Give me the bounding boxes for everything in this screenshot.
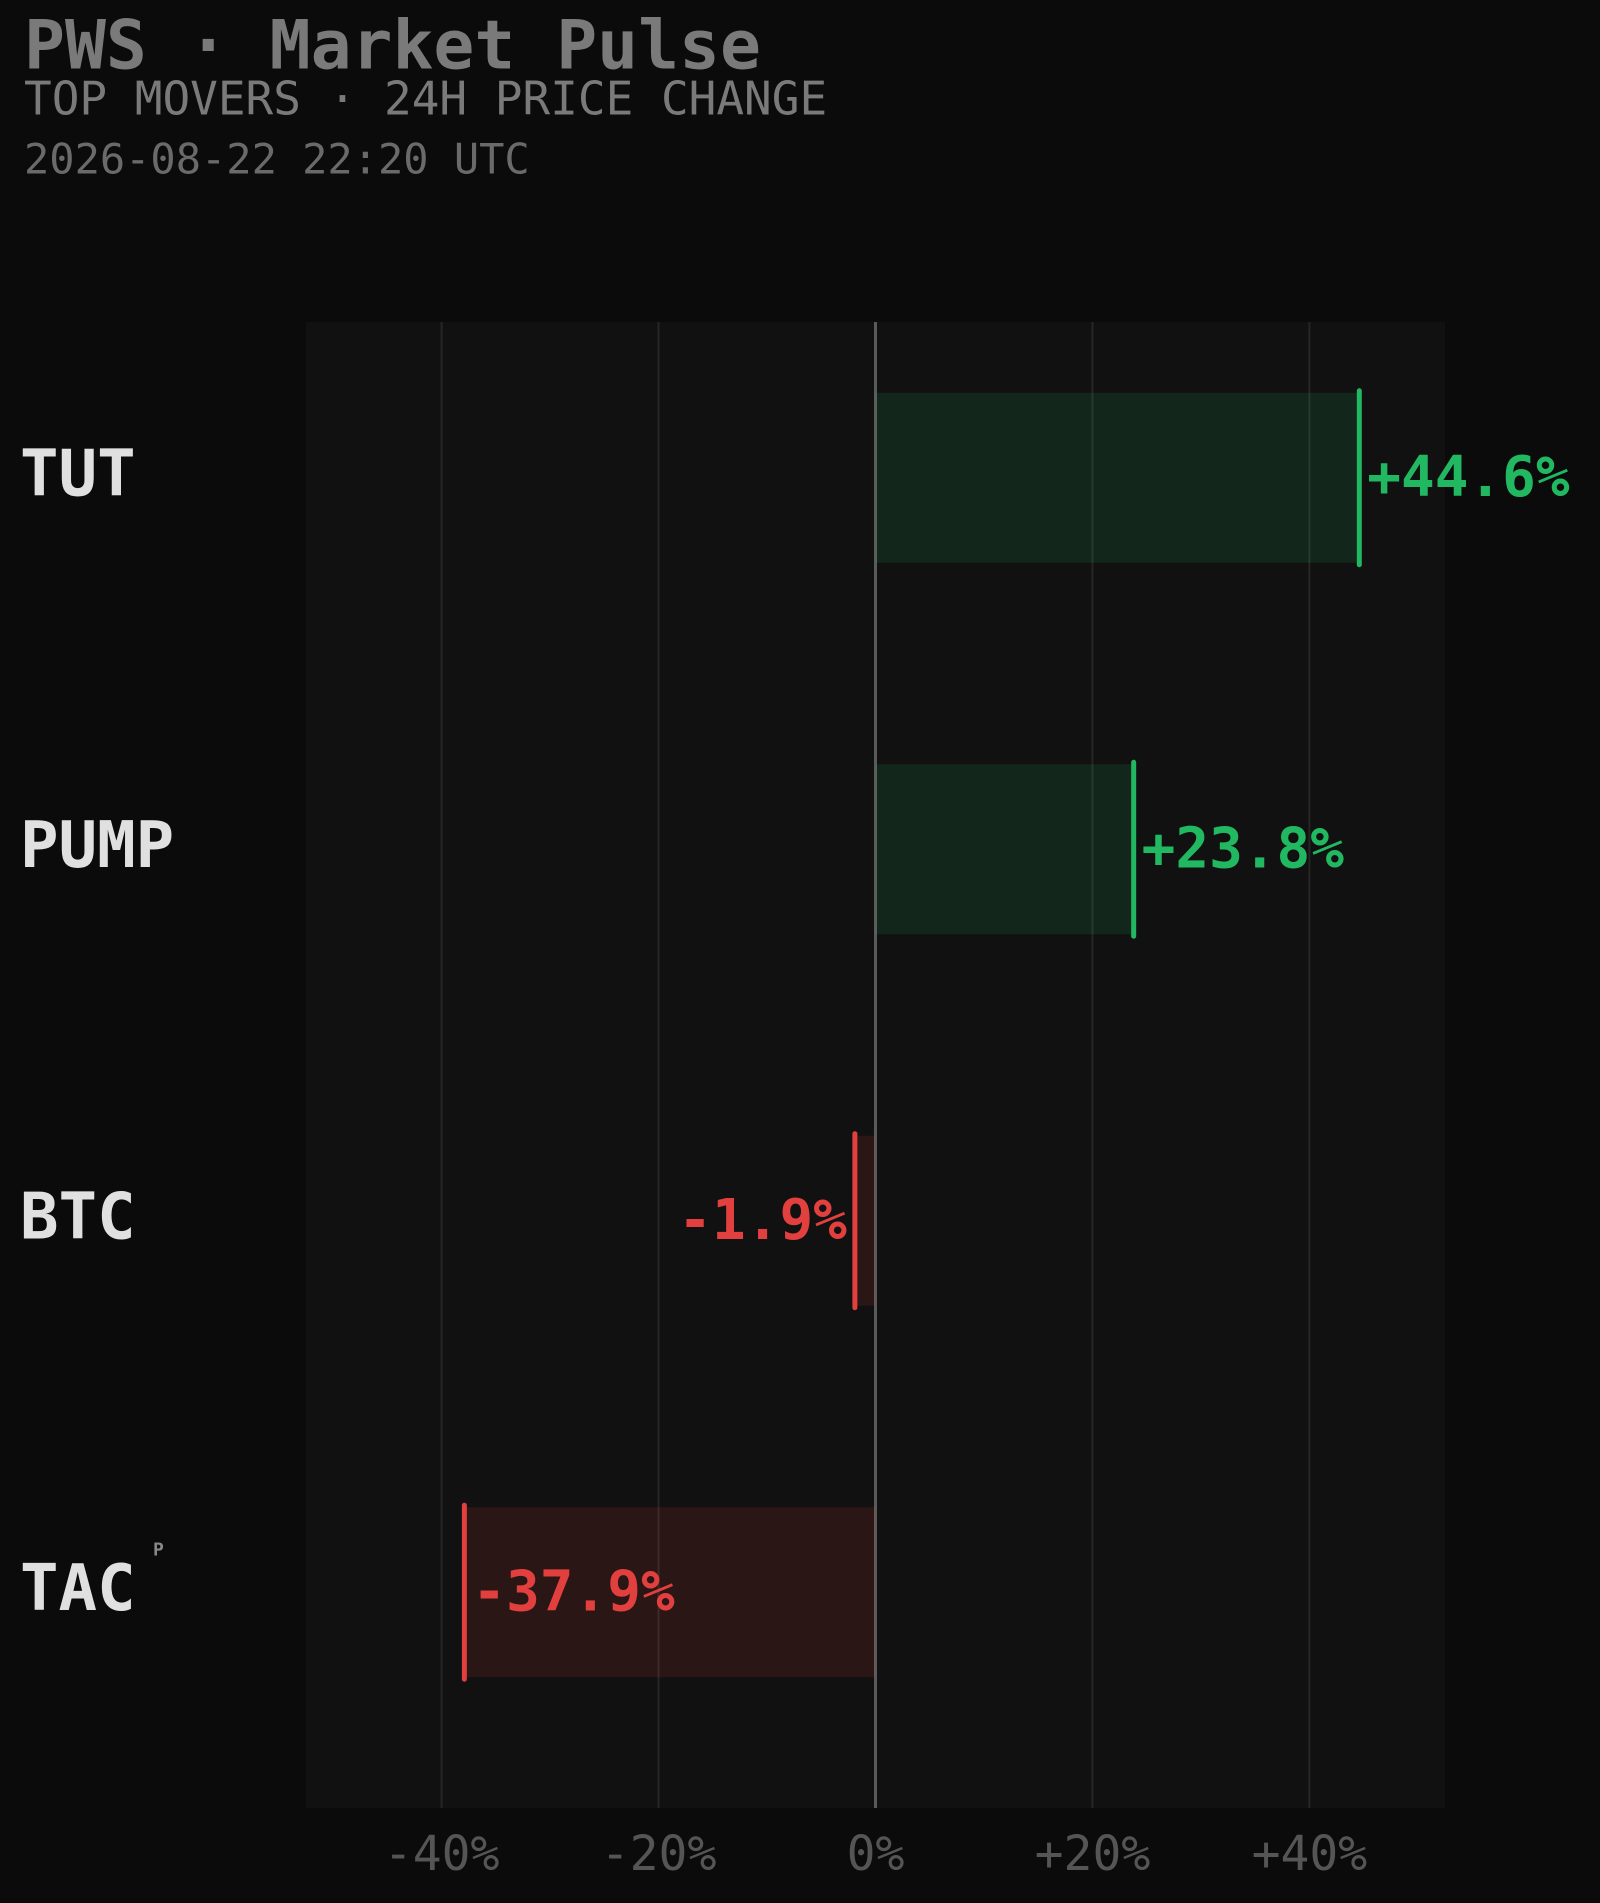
category-badge: P [153, 1539, 164, 1560]
y-tick-label: TAC [20, 1552, 136, 1626]
x-tick-label: -20% [601, 1826, 717, 1882]
value-label: +23.8% [1142, 816, 1345, 881]
value-label: -37.9% [472, 1559, 675, 1624]
bar [854, 1135, 876, 1306]
timestamp: 2026-08-22 22:20 UTC [24, 135, 530, 184]
bar [464, 1507, 876, 1678]
y-tick-label: BTC [20, 1180, 136, 1254]
value-label: +44.6% [1367, 445, 1570, 510]
x-tick-label: +20% [1035, 1826, 1151, 1882]
bar [875, 764, 1134, 935]
value-label: -1.9% [678, 1188, 847, 1253]
x-tick-label: 0% [847, 1826, 905, 1882]
bar [875, 392, 1360, 563]
x-tick-label: +40% [1252, 1826, 1368, 1882]
x-tick-label: -40% [384, 1826, 500, 1882]
chart-title: PWS · Market Pulse [24, 7, 761, 86]
chart-subtitle: TOP MOVERS · 24H PRICE CHANGE [24, 72, 827, 126]
y-tick-label: TUT [20, 437, 136, 511]
y-tick-label: PUMP [20, 809, 174, 883]
